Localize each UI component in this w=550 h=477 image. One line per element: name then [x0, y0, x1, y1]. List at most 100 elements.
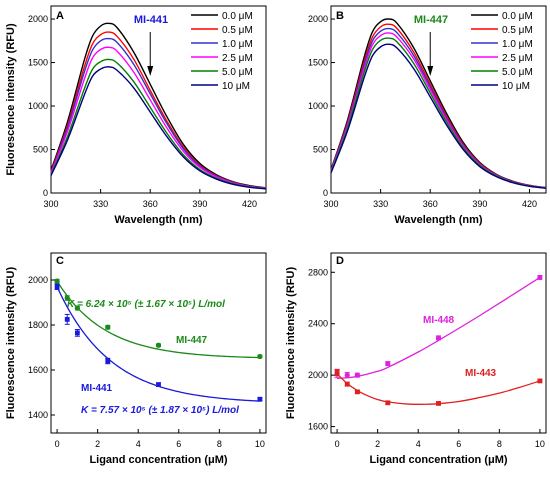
- data-point: [344, 381, 350, 387]
- x-tick-label: 6: [176, 439, 181, 449]
- data-point: [74, 305, 80, 311]
- y-tick-label: 2000: [308, 370, 328, 380]
- x-axis-label: Wavelength (nm): [394, 214, 483, 226]
- x-tick-label: 0: [335, 439, 340, 449]
- binding-constant-mi-441: K = 7.57 × 10⁵ (± 1.87 × 10⁵) L/mol: [81, 405, 239, 416]
- x-tick-label: 360: [143, 199, 158, 209]
- spectrum-line: [330, 43, 547, 189]
- panel-a: 300 330 360 390 420 0 500 1000 1500 2000 Wavelengt…: [5, 5, 267, 226]
- y-tick-label: 1600: [308, 422, 328, 432]
- x-tick-label: 2: [95, 439, 100, 449]
- x-tick-label: 2: [375, 439, 380, 449]
- binding-constant-mi-447: K = 6.24 × 10⁵ (± 1.67 × 10⁵) L/mol: [67, 299, 225, 310]
- legend-label: 10 μM: [502, 81, 530, 92]
- plot-frame: [330, 252, 547, 434]
- y-tick-label: 1500: [308, 58, 328, 68]
- plot-frame: [50, 252, 267, 434]
- plot-frame: [50, 5, 267, 194]
- legend-label: 10 μM: [222, 81, 250, 92]
- data-point: [54, 284, 60, 290]
- data-point: [385, 400, 391, 406]
- y-tick-label: 1600: [28, 365, 48, 375]
- legend-label: 1.0 μM: [502, 39, 533, 50]
- y-tick-label: 2000: [28, 14, 48, 24]
- legend-label: 1.0 μM: [222, 39, 253, 50]
- y-tick-label: 1800: [28, 320, 48, 330]
- y-tick-label: 1000: [28, 101, 48, 111]
- x-axis-label: Ligand concentration (μM): [369, 454, 507, 466]
- x-axis-label: Ligand concentration (μM): [89, 454, 227, 466]
- data-point: [436, 401, 441, 406]
- x-tick-label: 300: [323, 199, 338, 209]
- y-tick-label: 0: [323, 188, 328, 198]
- y-tick-label: 500: [313, 145, 328, 155]
- panel-b: 300 330 360 390 420 0 500 1000 1500 2000 Wavelengt…: [308, 5, 547, 226]
- panel-d: 0 2 4 6 8 10 1600 2000 2400 2800 Ligand concentrat…: [285, 252, 547, 466]
- x-tick-label: 390: [472, 199, 487, 209]
- y-axis-label: Fluorescence intensity (RFU): [5, 267, 17, 420]
- fit-curve: [336, 373, 541, 405]
- data-point: [257, 353, 263, 360]
- x-tick-label: 360: [423, 199, 438, 209]
- data-point: [334, 370, 340, 375]
- data-point: [537, 378, 543, 384]
- x-tick-label: 4: [416, 439, 421, 449]
- data-point: [64, 295, 70, 301]
- x-tick-label: 390: [192, 199, 207, 209]
- x-tick-label: 330: [93, 199, 108, 209]
- series-label-mi-441: MI-441: [81, 383, 113, 394]
- data-point: [155, 342, 162, 348]
- legend-label: 0.5 μM: [502, 25, 533, 36]
- data-point: [257, 396, 263, 402]
- legend-label: 0.5 μM: [222, 25, 253, 36]
- y-tick-label: 2800: [308, 267, 328, 277]
- legend-label: 5.0 μM: [502, 67, 533, 78]
- x-tick-label: 330: [373, 199, 388, 209]
- x-tick-label: 10: [535, 439, 545, 449]
- y-tick-label: 500: [33, 145, 48, 155]
- x-tick-label: 420: [242, 199, 257, 209]
- data-point: [537, 274, 543, 281]
- data-point: [64, 316, 70, 322]
- arrow-head: [427, 66, 434, 76]
- compound-annotation: MI-441: [134, 14, 168, 26]
- y-tick-label: 1400: [28, 410, 48, 420]
- x-tick-label: 6: [456, 439, 461, 449]
- panel-c: 0 2 4 6 8 10 1400 1600 1800 2000 Ligand concentrat…: [5, 252, 267, 466]
- x-tick-label: 8: [497, 439, 502, 449]
- y-tick-label: 2000: [308, 14, 328, 24]
- panel-letter: A: [56, 10, 64, 22]
- compound-annotation: MI-447: [414, 14, 448, 26]
- data-point: [344, 372, 350, 378]
- panel-letter: C: [56, 255, 64, 267]
- series-label-mi-448: MI-448: [423, 315, 455, 326]
- legend-label: 0.0 μM: [222, 11, 253, 22]
- spectrum-line: [50, 46, 267, 189]
- data-point: [435, 335, 442, 341]
- series-label-mi-443: MI-443: [465, 368, 497, 379]
- x-axis-label: Wavelength (nm): [114, 214, 203, 226]
- x-tick-label: 4: [136, 439, 141, 449]
- data-point: [54, 278, 60, 284]
- data-point: [354, 372, 360, 378]
- panel-letter: D: [336, 255, 344, 267]
- x-tick-label: 0: [55, 439, 60, 449]
- spectrum-line: [50, 66, 267, 190]
- data-point: [105, 324, 111, 330]
- data-point: [354, 389, 360, 395]
- y-axis-label: Fluorescence intensity (RFU): [285, 267, 297, 420]
- fit-curve: [337, 276, 541, 380]
- series-label-mi-447: MI-447: [176, 335, 208, 346]
- y-tick-label: 2400: [308, 319, 328, 329]
- y-tick-label: 1500: [28, 58, 48, 68]
- data-point: [156, 382, 161, 388]
- y-tick-label: 1000: [308, 101, 328, 111]
- x-tick-label: 8: [217, 439, 222, 449]
- y-axis-label: Fluorescence intensity (RFU): [5, 23, 17, 176]
- data-point: [105, 358, 111, 364]
- legend-label: 2.5 μM: [502, 53, 533, 64]
- data-point: [74, 330, 80, 336]
- panel-letter: B: [336, 10, 344, 22]
- legend-label: 2.5 μM: [222, 53, 253, 64]
